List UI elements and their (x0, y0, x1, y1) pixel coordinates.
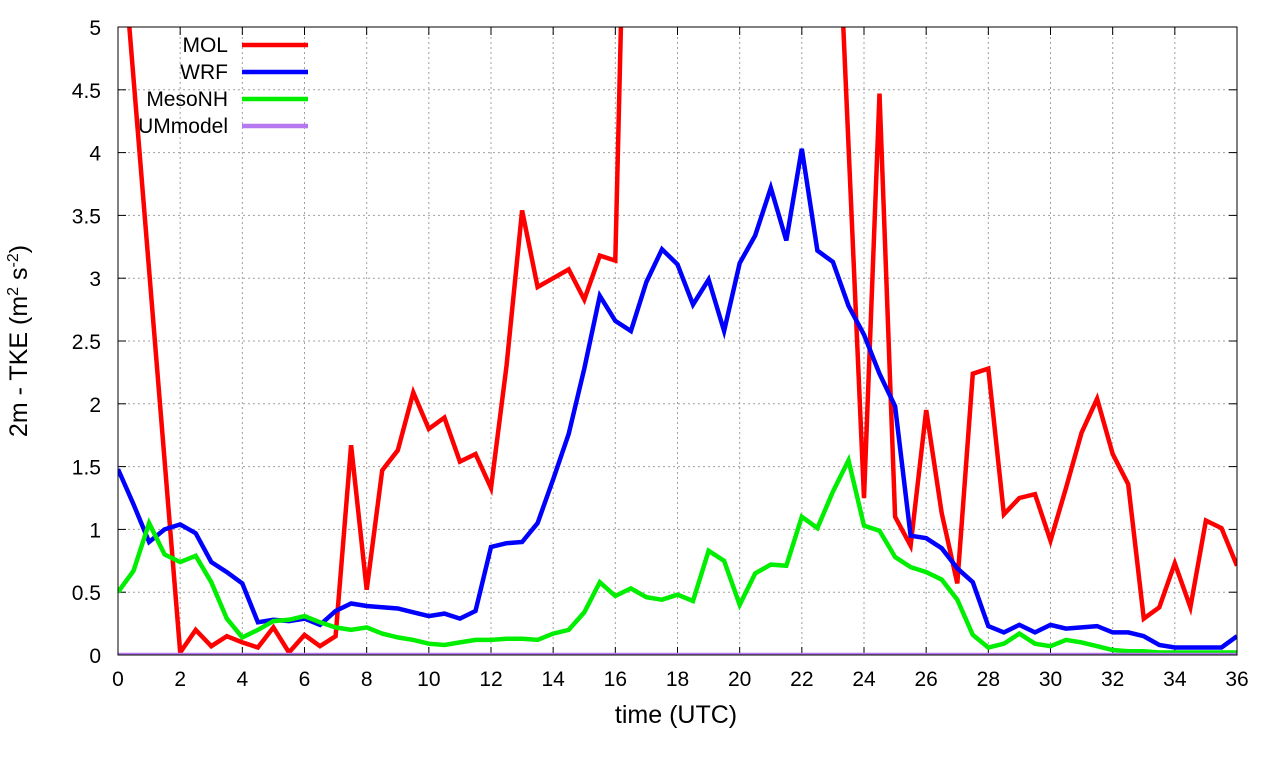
x-tick-label: 2 (174, 668, 186, 691)
x-tick-labels: 0 2 4 6 8 10 12 14 16 18 20 22 24 26 28 30 32 34 36 (112, 668, 1249, 691)
x-tick-label: 34 (1163, 668, 1187, 691)
x-tick-label: 30 (1039, 668, 1062, 691)
series-line-wrf (118, 148, 1237, 650)
y-tick-label: 5 (89, 17, 101, 40)
plot-frame (117, 26, 1238, 656)
x-tick-label: 36 (1225, 668, 1248, 691)
y-tick-label: 4 (89, 143, 101, 166)
y-axis-label-end: ) (5, 245, 33, 253)
y-tick-label: 2.5 (72, 331, 101, 354)
y-tick-label: 4.5 (72, 80, 101, 103)
x-tick-label: 10 (417, 668, 440, 691)
legend: MOL WRF MesoNH UMmodel (138, 34, 308, 138)
y-tick-labels: 0 0.5 1 1.5 2 2.5 3 3.5 4 4.5 5 (72, 17, 102, 668)
series-lines (118, 27, 1237, 655)
x-tick-label: 22 (790, 668, 813, 691)
y-axis-label: 2m - TKE (m2 s-2) (5, 245, 33, 437)
legend-label-mol: MOL (182, 34, 228, 57)
x-tick-label: 32 (1101, 668, 1124, 691)
y-axis-label-sup2: -2 (5, 253, 22, 267)
legend-label-mesonh: MesoNH (146, 88, 228, 111)
y-tick-label: 1.5 (72, 457, 101, 480)
x-axis-label: time (UTC) (615, 701, 737, 729)
x-tick-label: 4 (236, 668, 248, 691)
x-tick-label: 6 (299, 668, 311, 691)
y-axis-label-main: 2m - TKE (m (5, 296, 33, 437)
y-axis-label-sup1: 2 (5, 287, 22, 296)
series-line-mesonh (118, 453, 1237, 655)
x-tick-label: 28 (977, 668, 1000, 691)
x-tick-label: 14 (541, 668, 565, 691)
grid-lines (118, 27, 1237, 655)
y-tick-label: 2 (89, 394, 101, 417)
x-tick-label: 24 (852, 668, 876, 691)
x-tick-label: 8 (361, 668, 373, 691)
x-tick-label: 0 (112, 668, 124, 691)
x-tick-label: 16 (604, 668, 627, 691)
y-tick-label: 3 (89, 268, 101, 291)
x-tick-label: 12 (479, 668, 502, 691)
y-tick-label: 0.5 (72, 582, 101, 605)
x-tick-label: 18 (666, 668, 689, 691)
x-tick-label: 20 (728, 668, 751, 691)
y-tick-label: 0 (89, 645, 101, 668)
series-line-mol (127, 27, 1237, 655)
legend-label-wrf: WRF (180, 61, 228, 84)
y-tick-label: 3.5 (72, 205, 101, 228)
legend-label-ummodel: UMmodel (138, 115, 228, 138)
y-tick-label: 1 (89, 519, 101, 542)
y-axis-label-mid: s (5, 267, 33, 286)
x-tick-label: 26 (914, 668, 937, 691)
